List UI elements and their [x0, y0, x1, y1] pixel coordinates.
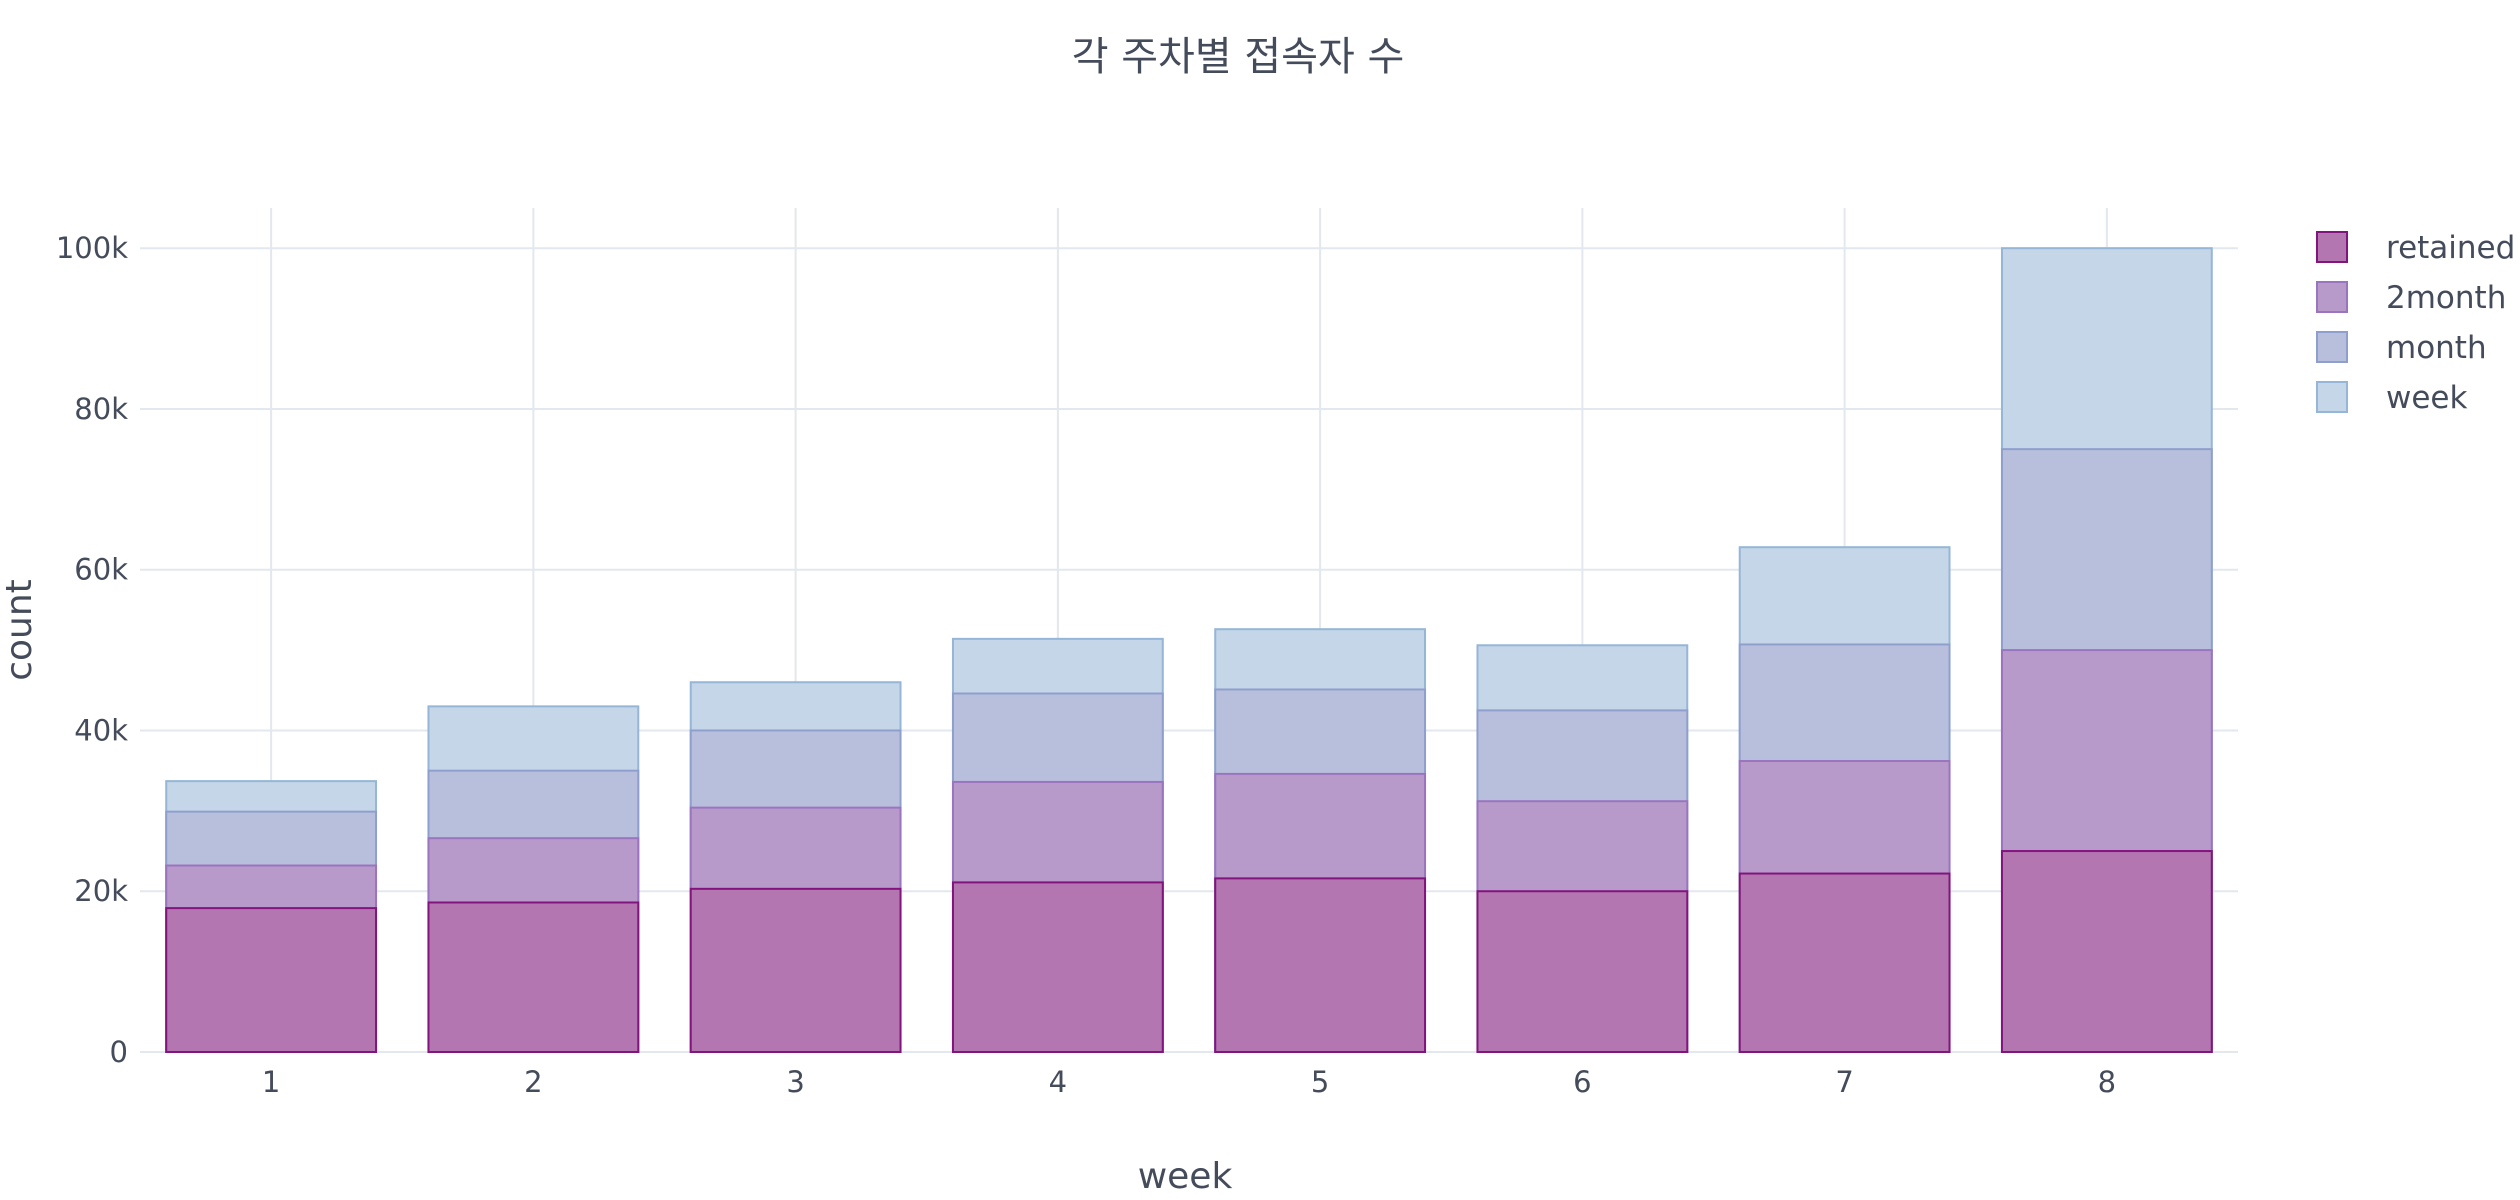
- x-axis-title: week: [1138, 1156, 1233, 1197]
- legend-swatch-2month: [2316, 281, 2348, 313]
- legend-label-retained: retained: [2386, 230, 2515, 266]
- x-axis-ticks: 1 2 3 4 5 6 7 8: [262, 1065, 2116, 1099]
- y-tick-label: 20k: [74, 874, 128, 908]
- legend-swatch-retained: [2316, 231, 2348, 263]
- bar-retained-5: [1214, 877, 1427, 1053]
- y-axis-ticks: 0 20k 40k 60k 80k 100k: [56, 231, 128, 1069]
- chart-title: 각 주차별 접속자 수: [1072, 34, 1405, 80]
- legend-swatch-week: [2316, 381, 2348, 413]
- y-tick-label: 40k: [74, 713, 128, 747]
- x-tick-label: 4: [1049, 1065, 1067, 1099]
- bars: [165, 247, 2213, 1054]
- legend-label-2month: 2month: [2386, 280, 2506, 316]
- y-axis-title: count: [0, 579, 40, 681]
- bar-retained-1: [165, 907, 378, 1054]
- x-tick-label: 5: [1311, 1065, 1329, 1099]
- legend-label-week: week: [2386, 380, 2467, 416]
- bar-retained-3: [689, 887, 902, 1053]
- x-tick-label: 3: [786, 1065, 804, 1099]
- x-tick-label: 1: [262, 1065, 280, 1099]
- x-tick-label: 2: [524, 1065, 542, 1099]
- bar-retained-8: [2000, 850, 2213, 1053]
- bar-retained-6: [1476, 890, 1689, 1053]
- y-tick-label: 80k: [74, 392, 128, 426]
- legend-swatch-month: [2316, 331, 2348, 363]
- x-tick-label: 6: [1573, 1065, 1591, 1099]
- bar-retained-2: [427, 901, 640, 1054]
- y-tick-label: 0: [110, 1035, 128, 1069]
- y-tick-label: 100k: [56, 231, 128, 265]
- x-tick-label: 7: [1835, 1065, 1853, 1099]
- legend: retained 2month month week: [2316, 230, 2515, 416]
- y-tick-label: 60k: [74, 553, 128, 587]
- x-tick-label: 8: [2098, 1065, 2116, 1099]
- bar-retained-4: [951, 881, 1164, 1053]
- legend-label-month: month: [2386, 330, 2487, 366]
- bar-retained-7: [1738, 872, 1951, 1053]
